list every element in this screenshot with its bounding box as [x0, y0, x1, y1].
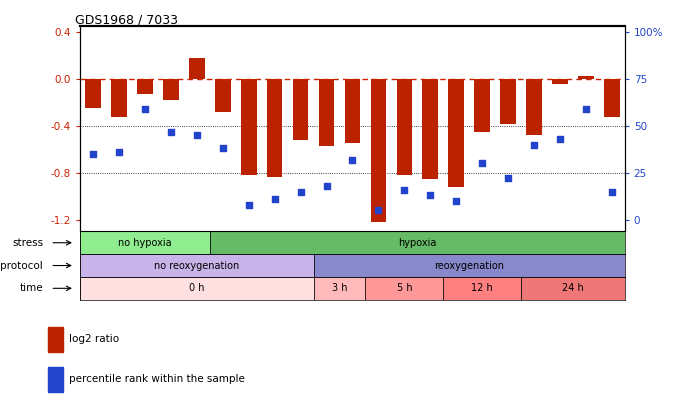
Bar [443, 277, 521, 300]
Text: percentile rank within the sample: percentile rank within the sample [68, 374, 244, 384]
Point [503, 175, 514, 181]
Point [347, 156, 358, 163]
Bar [85, 79, 101, 108]
Point [217, 145, 228, 151]
Bar [521, 277, 625, 300]
Text: log2 ratio: log2 ratio [68, 334, 119, 344]
Bar [48, 367, 63, 392]
Bar [189, 58, 205, 79]
Point [114, 149, 125, 156]
Bar [138, 79, 153, 94]
Text: 3 h: 3 h [332, 284, 348, 293]
Text: 12 h: 12 h [471, 284, 493, 293]
Text: 0 h: 0 h [189, 284, 205, 293]
Bar [475, 79, 490, 132]
Point [243, 201, 254, 208]
Text: 24 h: 24 h [562, 284, 584, 293]
Point [580, 106, 591, 112]
Text: no reoxygenation: no reoxygenation [154, 260, 239, 271]
Bar [371, 79, 386, 222]
Bar [552, 79, 567, 84]
Point [295, 188, 306, 195]
Text: 5 h: 5 h [396, 284, 412, 293]
Bar [422, 79, 438, 179]
Bar [526, 79, 542, 135]
Bar [319, 79, 334, 146]
Point [424, 192, 436, 198]
Point [554, 136, 565, 142]
Point [451, 198, 462, 204]
Point [191, 132, 202, 139]
Bar [241, 79, 257, 175]
Bar [215, 79, 230, 112]
Point [165, 128, 177, 135]
Bar [210, 231, 625, 254]
Point [88, 151, 99, 157]
Bar [48, 326, 63, 352]
Point [606, 188, 617, 195]
Bar [112, 79, 127, 117]
Bar [448, 79, 464, 187]
Bar [80, 277, 313, 300]
Bar [578, 75, 593, 79]
Text: no hypoxia: no hypoxia [118, 238, 172, 248]
Bar [345, 79, 360, 143]
Point [399, 186, 410, 193]
Text: hypoxia: hypoxia [398, 238, 436, 248]
Text: protocol: protocol [1, 260, 43, 271]
Point [477, 160, 488, 166]
Bar [293, 79, 309, 140]
Text: GDS1968 / 7033: GDS1968 / 7033 [75, 13, 178, 26]
Bar [267, 79, 283, 177]
Point [373, 207, 384, 213]
Bar [396, 79, 412, 175]
Point [269, 196, 281, 202]
Bar [313, 254, 625, 277]
Point [528, 141, 540, 148]
Text: reoxygenation: reoxygenation [434, 260, 504, 271]
Bar [366, 277, 443, 300]
Text: stress: stress [12, 238, 43, 248]
Point [321, 183, 332, 189]
Bar [80, 254, 313, 277]
Point [140, 106, 151, 112]
Text: time: time [20, 284, 43, 293]
Bar [80, 231, 210, 254]
Bar [313, 277, 366, 300]
Bar [604, 79, 620, 117]
Bar [163, 79, 179, 100]
Bar [500, 79, 516, 124]
